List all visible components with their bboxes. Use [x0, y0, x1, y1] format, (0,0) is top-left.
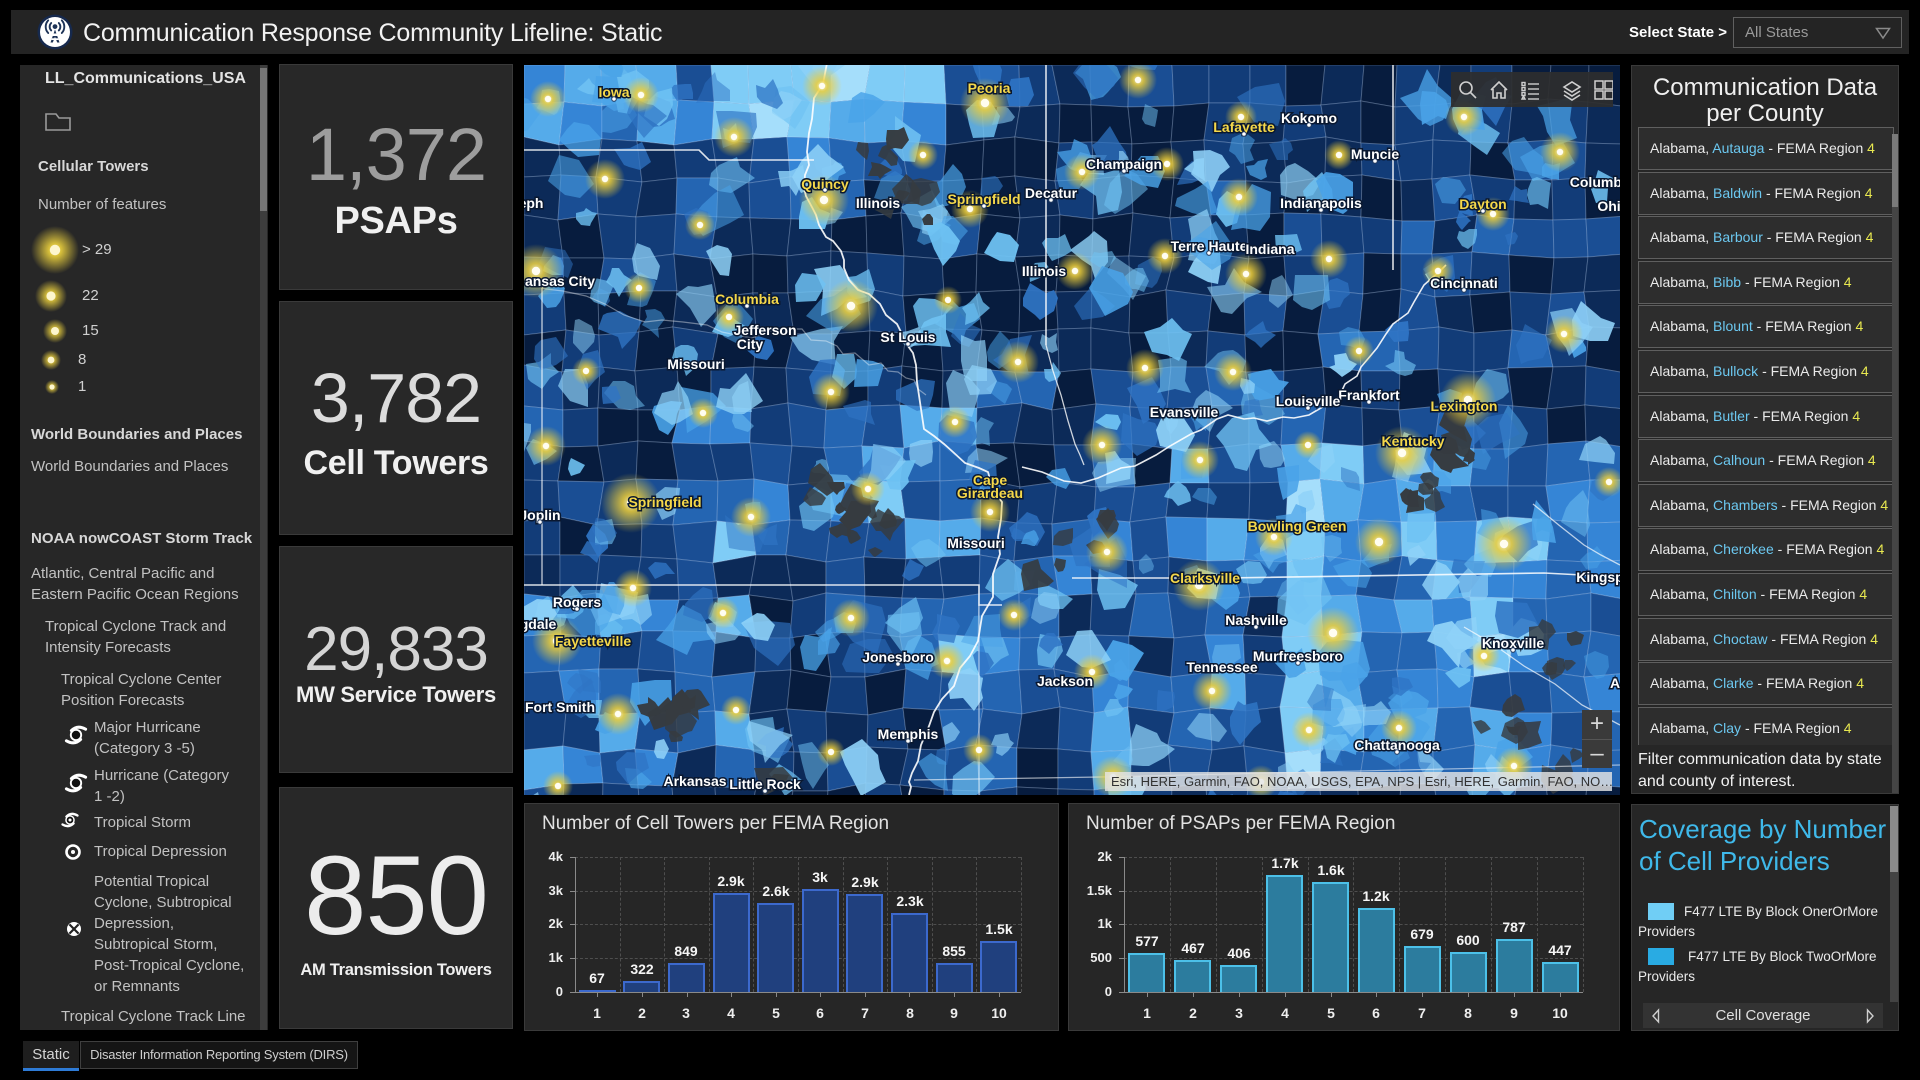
svg-text:Kentucky: Kentucky [1381, 433, 1444, 449]
svg-text:Decatur: Decatur [1025, 185, 1078, 201]
svg-text:Fayetteville: Fayetteville [555, 633, 631, 649]
svg-text:Illinois: Illinois [1022, 263, 1067, 279]
svg-text:Champaign: Champaign [1086, 156, 1162, 172]
svg-text:Memphis: Memphis [878, 726, 939, 742]
svg-text:Bowling Green: Bowling Green [1248, 518, 1347, 534]
svg-text:Jefferson: Jefferson [733, 322, 796, 338]
svg-text:Cincinnati: Cincinnati [1430, 275, 1498, 291]
svg-text:eph: eph [524, 195, 543, 211]
svg-text:Columbus: Columbus [1570, 174, 1620, 190]
svg-text:Springfield: Springfield [628, 494, 701, 510]
svg-text:Jackson: Jackson [1037, 673, 1093, 689]
svg-text:gdale: gdale [524, 616, 556, 632]
svg-text:A: A [1610, 675, 1620, 691]
svg-text:Kingsp: Kingsp [1576, 569, 1620, 585]
svg-text:Dayton: Dayton [1459, 196, 1506, 212]
svg-text:Iowa: Iowa [598, 84, 629, 100]
svg-text:Chattanooga: Chattanooga [1354, 737, 1440, 753]
svg-text:Knoxville: Knoxville [1482, 635, 1544, 651]
svg-text:Rogers: Rogers [553, 594, 601, 610]
svg-text:Muncie: Muncie [1351, 146, 1399, 162]
svg-text:Indianapolis: Indianapolis [1280, 195, 1362, 211]
svg-text:Terre Haute: Terre Haute [1171, 238, 1248, 254]
svg-text:Joplin: Joplin [524, 507, 561, 523]
svg-text:Frankfort: Frankfort [1338, 387, 1400, 403]
svg-text:Evansville: Evansville [1150, 404, 1219, 420]
svg-text:Lexington: Lexington [1431, 398, 1498, 414]
svg-text:Missouri: Missouri [667, 356, 725, 372]
svg-text:Nashville: Nashville [1225, 612, 1287, 628]
svg-text:Indiana: Indiana [1245, 241, 1294, 257]
svg-text:Little Rock: Little Rock [729, 776, 801, 792]
svg-text:Illinois: Illinois [856, 195, 901, 211]
svg-text:Girardeau: Girardeau [957, 485, 1023, 501]
svg-text:St Louis: St Louis [880, 329, 935, 345]
svg-text:Cape: Cape [973, 472, 1007, 488]
svg-text:Arkansas: Arkansas [663, 773, 726, 789]
svg-text:Columbia: Columbia [715, 291, 779, 307]
svg-text:Ohi: Ohi [1597, 198, 1620, 214]
svg-text:Fort Smith: Fort Smith [525, 699, 595, 715]
svg-text:Tennessee: Tennessee [1186, 659, 1258, 675]
svg-text:Clarksville: Clarksville [1170, 570, 1240, 586]
svg-text:City: City [737, 336, 764, 352]
svg-text:Murfreesboro: Murfreesboro [1253, 648, 1343, 664]
svg-text:Quincy: Quincy [801, 176, 849, 192]
svg-text:ansas City: ansas City [525, 273, 595, 289]
svg-text:Missouri: Missouri [947, 535, 1005, 551]
svg-text:Louisville: Louisville [1276, 393, 1341, 409]
svg-text:Jonesboro: Jonesboro [862, 649, 934, 665]
svg-text:Springfield: Springfield [947, 191, 1020, 207]
svg-text:Kokomo: Kokomo [1281, 110, 1337, 126]
svg-text:Lafayette: Lafayette [1213, 119, 1275, 135]
svg-text:Peoria: Peoria [968, 80, 1011, 96]
